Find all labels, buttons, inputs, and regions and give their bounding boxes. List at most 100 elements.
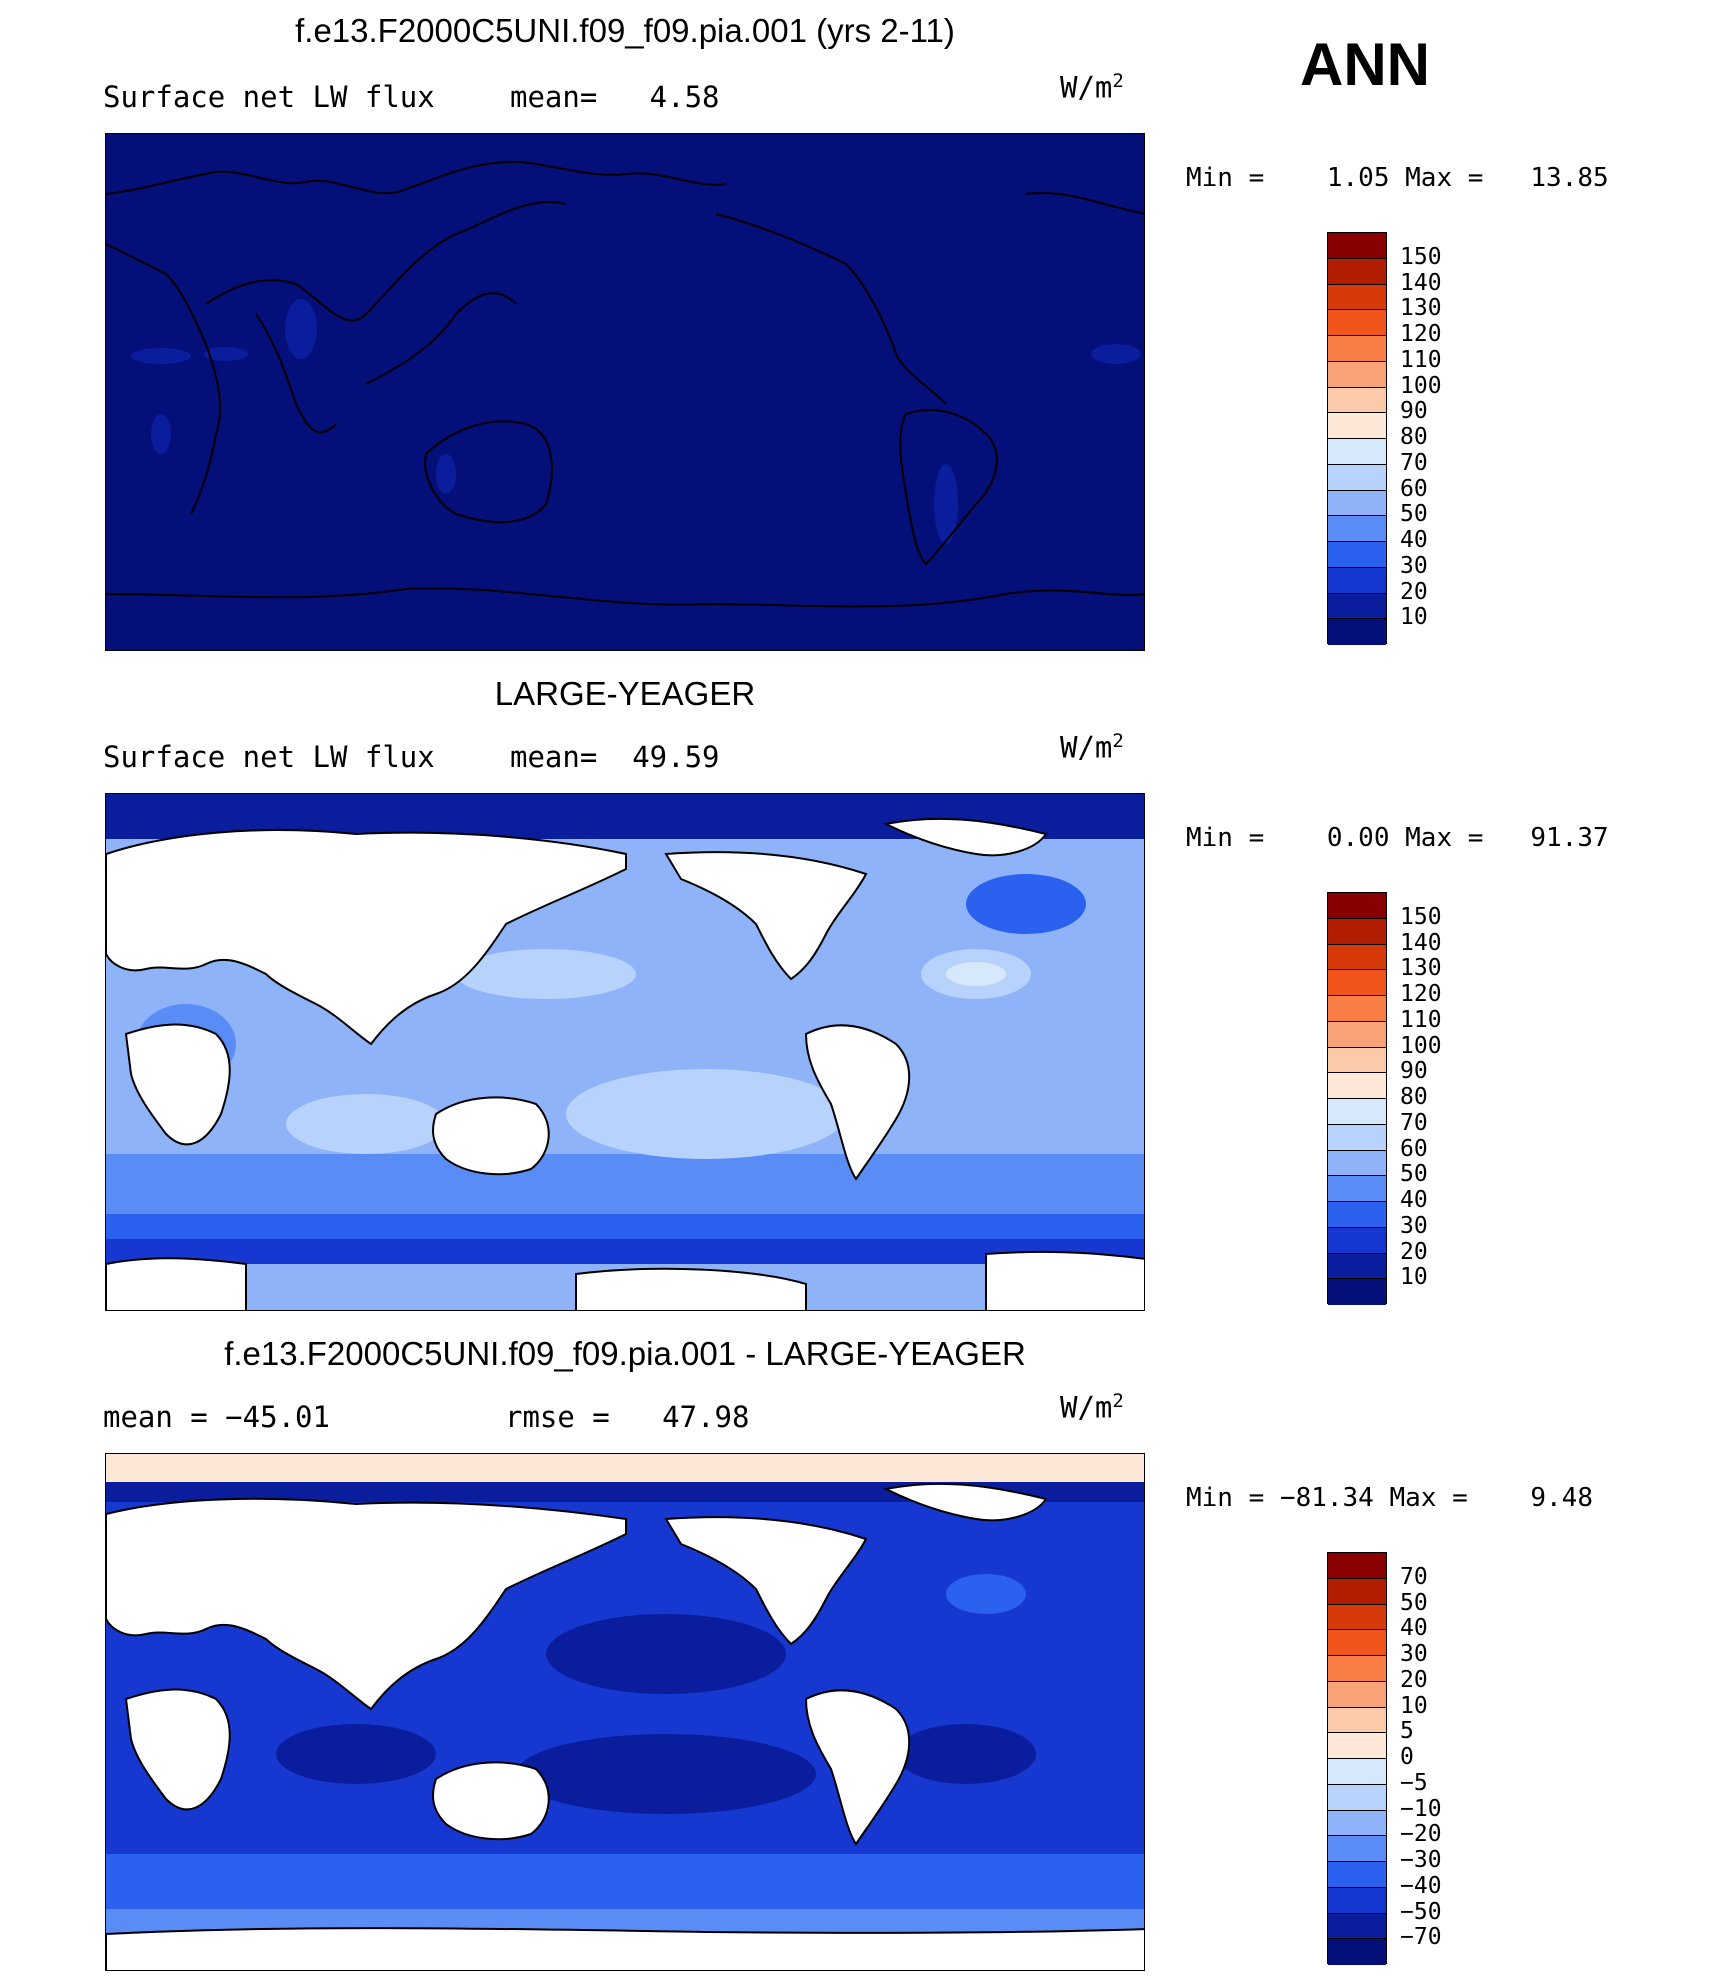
colorbar-swatch xyxy=(1328,1862,1386,1888)
colorbar-tick-label: 20 xyxy=(1400,1238,1428,1265)
colorbar-tick-label: 20 xyxy=(1400,1666,1428,1693)
colorbar-tick-label: 30 xyxy=(1400,1641,1428,1667)
colorbar-swatch xyxy=(1328,996,1386,1022)
colorbar-tick-label: 60 xyxy=(1400,1135,1428,1162)
colorbar-swatch xyxy=(1328,1578,1386,1605)
colorbar-swatch xyxy=(1328,1202,1386,1228)
colorbar-swatch xyxy=(1328,1939,1386,1965)
colorbar-swatch xyxy=(1328,1047,1386,1074)
colorbar-tick-label: 150 xyxy=(1400,903,1442,930)
colorbar-swatch xyxy=(1328,1099,1386,1125)
colorbar-tick-label: −50 xyxy=(1400,1898,1442,1925)
colorbar-tick-label: −20 xyxy=(1400,1821,1442,1848)
colorbar-swatch xyxy=(1328,619,1386,645)
colorbar-tick-label: 120 xyxy=(1400,321,1442,347)
colorbar-swatch xyxy=(1328,516,1386,542)
colorbar xyxy=(1327,232,1387,645)
rmse-label: rmse = 47.98 xyxy=(505,1400,750,1434)
variable-label: Surface net LW flux xyxy=(103,80,435,114)
colorbar-tick-label: 130 xyxy=(1400,295,1442,322)
colorbar-swatch xyxy=(1328,542,1386,568)
colorbar-tick-label: 0 xyxy=(1400,1744,1414,1770)
colorbar xyxy=(1327,892,1387,1305)
colorbar-tick-label: 40 xyxy=(1400,1187,1428,1213)
colorbar-swatch xyxy=(1328,1553,1386,1579)
colorbar-swatch xyxy=(1328,1707,1386,1734)
colorbar-swatch xyxy=(1328,1887,1386,1914)
variable-label: Surface net LW flux xyxy=(103,740,435,774)
colorbar-swatch xyxy=(1328,1150,1386,1177)
colorbar-tick-label: 140 xyxy=(1400,929,1442,956)
colorbar-tick-label: 40 xyxy=(1400,527,1428,553)
colorbar-swatch xyxy=(1328,970,1386,996)
colorbar-tick-label: 10 xyxy=(1400,604,1428,631)
colorbar-tick-label: 10 xyxy=(1400,1692,1428,1719)
colorbar-swatch xyxy=(1328,464,1386,491)
colorbar-swatch xyxy=(1328,1630,1386,1656)
colorbar-tick-label: 50 xyxy=(1400,1161,1428,1188)
colorbar-swatch xyxy=(1328,336,1386,362)
colorbar-tick-label: 150 xyxy=(1400,243,1442,270)
colorbar-swatch xyxy=(1328,284,1386,311)
colorbar-swatch xyxy=(1328,387,1386,414)
colorbar-swatch xyxy=(1328,258,1386,285)
min-max-label: Min = 0.00 Max = 91.37 xyxy=(1186,823,1609,853)
colorbar-tick-label: 90 xyxy=(1400,1058,1428,1085)
colorbar-tick-label: 50 xyxy=(1400,501,1428,528)
season-label: ANN xyxy=(1300,31,1430,98)
colorbar-tick-label: 70 xyxy=(1400,1109,1428,1136)
colorbar-swatch xyxy=(1328,567,1386,594)
colorbar-tick-label: 100 xyxy=(1400,1032,1442,1059)
colorbar-tick-label: −70 xyxy=(1400,1924,1442,1951)
units-label: W/m2 xyxy=(1060,730,1124,765)
colorbar-swatch xyxy=(1328,1836,1386,1862)
colorbar-tick-label: −10 xyxy=(1400,1795,1442,1822)
colorbar-tick-label: 110 xyxy=(1400,346,1442,373)
colorbar-tick-label: 110 xyxy=(1400,1006,1442,1033)
colorbar-tick-label: 5 xyxy=(1400,1718,1414,1745)
map-observations xyxy=(105,793,1145,1311)
colorbar-swatch xyxy=(1328,1124,1386,1151)
colorbar-tick-label: 30 xyxy=(1400,1212,1428,1239)
colorbar-swatch xyxy=(1328,1604,1386,1631)
colorbar-tick-label: 60 xyxy=(1400,475,1428,502)
colorbar-swatch xyxy=(1328,893,1386,919)
colorbar-swatch xyxy=(1328,944,1386,971)
colorbar-swatch xyxy=(1328,1227,1386,1254)
colorbar-tick-label: 90 xyxy=(1400,398,1428,425)
colorbar-tick-label: 80 xyxy=(1400,424,1428,450)
colorbar-tick-label: 70 xyxy=(1400,1563,1428,1590)
colorbar-swatch xyxy=(1328,310,1386,336)
colorbar-tick-label: 120 xyxy=(1400,981,1442,1007)
colorbar-swatch xyxy=(1328,1759,1386,1785)
colorbar-tick-label: 130 xyxy=(1400,955,1442,982)
colorbar-tick-label: −30 xyxy=(1400,1847,1442,1873)
colorbar-swatch xyxy=(1328,1810,1386,1837)
units-label: W/m2 xyxy=(1060,1390,1124,1425)
mean-label: mean= 4.58 xyxy=(510,80,720,114)
colorbar-tick-label: 10 xyxy=(1400,1264,1428,1291)
colorbar-swatch xyxy=(1328,233,1386,259)
panel-title: LARGE-YEAGER xyxy=(494,675,756,712)
colorbar-swatch xyxy=(1328,1784,1386,1811)
map-model xyxy=(105,133,1145,651)
colorbar-swatch xyxy=(1328,1021,1386,1048)
panel-title: f.e13.F2000C5UNI.f09_f09.pia.001 (yrs 2-… xyxy=(295,12,955,49)
colorbar-tick-label: 80 xyxy=(1400,1084,1428,1110)
colorbar-swatch xyxy=(1328,439,1386,465)
colorbar-swatch xyxy=(1328,1279,1386,1305)
colorbar-swatch xyxy=(1328,918,1386,945)
colorbar-swatch xyxy=(1328,1733,1386,1759)
panel-title: f.e13.F2000C5UNI.f09_f09.pia.001 - LARGE… xyxy=(224,1335,1026,1372)
colorbar-tick-label: 40 xyxy=(1400,1615,1428,1642)
colorbar-tick-label: 140 xyxy=(1400,269,1442,296)
colorbar-swatch xyxy=(1328,1253,1386,1280)
colorbar-tick-label: 50 xyxy=(1400,1589,1428,1616)
colorbar-swatch xyxy=(1328,361,1386,388)
colorbar-swatch xyxy=(1328,593,1386,620)
min-max-label: Min = 1.05 Max = 13.85 xyxy=(1186,163,1609,193)
mean-label: mean= 49.59 xyxy=(510,740,720,774)
colorbar-swatch xyxy=(1328,1176,1386,1202)
colorbar-swatch xyxy=(1328,1073,1386,1099)
colorbar-swatch xyxy=(1328,1656,1386,1682)
